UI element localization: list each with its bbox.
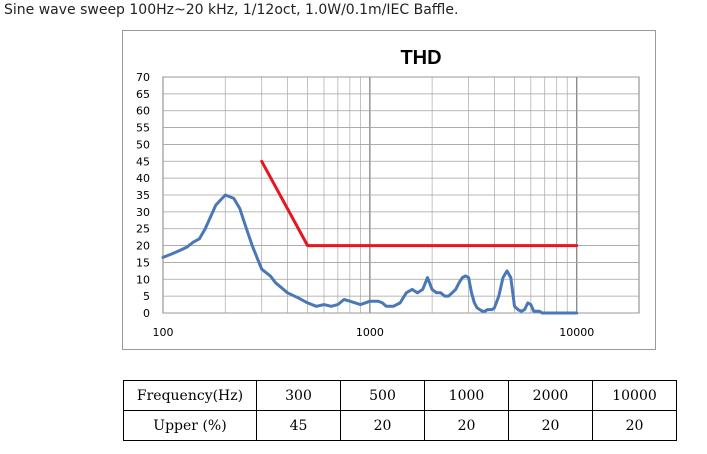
x-tick-label: 1000 xyxy=(356,326,384,339)
upper-cell: 20 xyxy=(592,410,677,441)
x-tick-label: 10000 xyxy=(559,326,594,339)
chart-caption: Sine wave sweep 100Hz~20 kHz, 1/12oct, 1… xyxy=(4,2,459,18)
y-tick-label: 0 xyxy=(143,307,150,320)
y-tick-label: 70 xyxy=(136,71,150,84)
y-tick-label: 35 xyxy=(136,189,150,202)
frequency-cell: 300 xyxy=(256,380,341,411)
upper-header-cell: Upper (%) xyxy=(123,410,257,441)
upper-cell: 20 xyxy=(340,410,425,441)
y-tick-label: 40 xyxy=(136,172,150,185)
y-tick-label: 55 xyxy=(136,122,150,135)
thd-chart: 0 5 10 15 20 25 30 35 40 45 50 55 60 65 70 100 1000 10000… xyxy=(122,30,656,350)
y-tick-label: 25 xyxy=(136,223,150,236)
y-tick-label: 50 xyxy=(136,138,150,151)
frequency-cell: 2000 xyxy=(508,380,593,411)
upper-cell: 20 xyxy=(424,410,509,441)
y-tick-label: 65 xyxy=(136,88,150,101)
y-tick-label: 5 xyxy=(143,290,150,303)
thd-chart-svg: 0 5 10 15 20 25 30 35 40 45 50 55 60 65 70 100 1000 10000… xyxy=(136,47,640,339)
y-tick-label: 45 xyxy=(136,155,150,168)
upper-cell: 45 xyxy=(256,410,341,441)
frequency-cell: 10000 xyxy=(592,380,677,411)
y-tick-label: 15 xyxy=(136,256,150,269)
upper-cell: 20 xyxy=(508,410,593,441)
frequency-header-cell: Frequency(Hz) xyxy=(123,380,257,411)
x-tick-label: 100 xyxy=(153,326,174,339)
series-line-upper-limit xyxy=(260,159,579,248)
y-tick-label: 30 xyxy=(136,206,150,219)
frequency-cell: 500 xyxy=(340,380,425,411)
table-row-frequency: Frequency(Hz) 300 500 1000 2000 10000 xyxy=(123,380,677,411)
chart-title: THD xyxy=(400,47,441,69)
table-row-upper: Upper (%) 45 20 20 20 20 xyxy=(123,410,677,441)
upper-limit-table: Frequency(Hz) 300 500 1000 2000 10000 Up… xyxy=(123,380,677,441)
y-tick-label: 10 xyxy=(136,273,150,286)
y-tick-label: 60 xyxy=(136,105,150,118)
frequency-cell: 1000 xyxy=(424,380,509,411)
series-line-thd-measured xyxy=(161,193,579,315)
y-tick-label: 20 xyxy=(136,240,150,253)
